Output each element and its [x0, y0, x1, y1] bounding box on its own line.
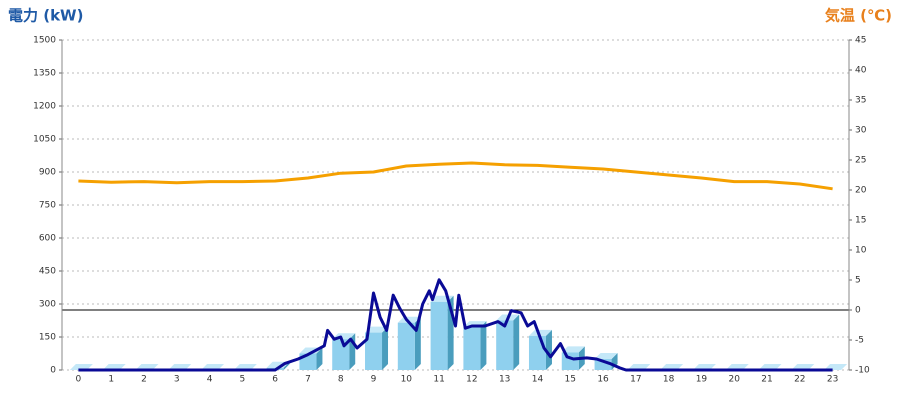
bar — [594, 359, 612, 370]
bar-side — [480, 321, 487, 370]
bar — [463, 327, 481, 370]
y2-tick-label: 0 — [855, 306, 861, 316]
bar-top — [528, 329, 552, 336]
x-tick-label: 5 — [239, 375, 245, 385]
bar-side — [513, 314, 520, 370]
x-tick-label: 14 — [532, 375, 544, 385]
y-tick-label: 450 — [39, 267, 56, 277]
y-tick-label: 150 — [39, 333, 56, 343]
x-tick-label: 3 — [174, 375, 180, 385]
x-tick-label: 17 — [630, 375, 641, 385]
y-tick-label: 750 — [39, 201, 56, 211]
bar — [561, 352, 579, 370]
x-tick-label: 15 — [565, 375, 576, 385]
x-tick-label: 22 — [794, 375, 805, 385]
y-tick-label: 1350 — [33, 69, 56, 79]
bar — [397, 322, 415, 370]
line — [78, 278, 833, 372]
y-tick-label: 1050 — [33, 135, 56, 145]
bar-side — [545, 329, 552, 370]
x-tick-label: 0 — [76, 375, 82, 385]
x-tick-label: 18 — [663, 375, 675, 385]
y2-tick-label: 45 — [855, 36, 866, 46]
y-axis-title: 電力 (kW) — [8, 7, 83, 25]
bar-side — [382, 326, 389, 370]
y-tick-label: 600 — [39, 234, 56, 244]
x-tick-label: 6 — [272, 375, 278, 385]
y2-tick-label: -5 — [855, 336, 864, 346]
y2-tick-label: 35 — [855, 96, 866, 106]
x-tick-label: 12 — [466, 375, 477, 385]
bar-side — [316, 347, 323, 370]
x-tick-label: 7 — [305, 375, 311, 385]
x-tick-label: 19 — [696, 375, 708, 385]
line — [78, 161, 833, 191]
y2-tick-label: 25 — [855, 156, 866, 166]
x-tick-label: 2 — [141, 375, 147, 385]
x-tick-label: 23 — [827, 375, 838, 385]
y2-tick-label: 30 — [855, 126, 867, 136]
y-tick-label: 1200 — [33, 102, 56, 112]
y2-axis-title: 気温 (℃) — [825, 7, 892, 25]
x-tick-label: 9 — [371, 375, 377, 385]
x-tick-label: 1 — [108, 375, 114, 385]
y-tick-label: 900 — [39, 168, 56, 178]
y2-tick-label: -10 — [855, 366, 870, 376]
bar — [430, 301, 448, 370]
x-tick-label: 21 — [761, 375, 772, 385]
x-tick-label: 11 — [433, 375, 444, 385]
y2-tick-label: 5 — [855, 276, 861, 286]
bar — [528, 335, 546, 370]
bar-top — [561, 346, 585, 353]
y-tick-label: 300 — [39, 300, 56, 310]
x-tick-label: 10 — [401, 375, 413, 385]
y2-tick-label: 15 — [855, 216, 866, 226]
bar — [365, 332, 383, 370]
bar-top — [365, 326, 389, 333]
y-tick-label: 1500 — [33, 36, 56, 46]
x-tick-label: 4 — [207, 375, 213, 385]
y2-tick-label: 10 — [855, 246, 867, 256]
y2-tick-label: 40 — [855, 66, 867, 76]
x-tick-label: 8 — [338, 375, 344, 385]
bar-top — [397, 316, 421, 323]
bar-top — [594, 353, 618, 359]
y-tick-label: 0 — [50, 366, 56, 376]
y2-tick-label: 20 — [855, 186, 867, 196]
x-tick-label: 20 — [729, 375, 741, 385]
x-tick-label: 13 — [499, 375, 510, 385]
x-tick-label: 16 — [597, 375, 609, 385]
bar — [496, 320, 514, 370]
